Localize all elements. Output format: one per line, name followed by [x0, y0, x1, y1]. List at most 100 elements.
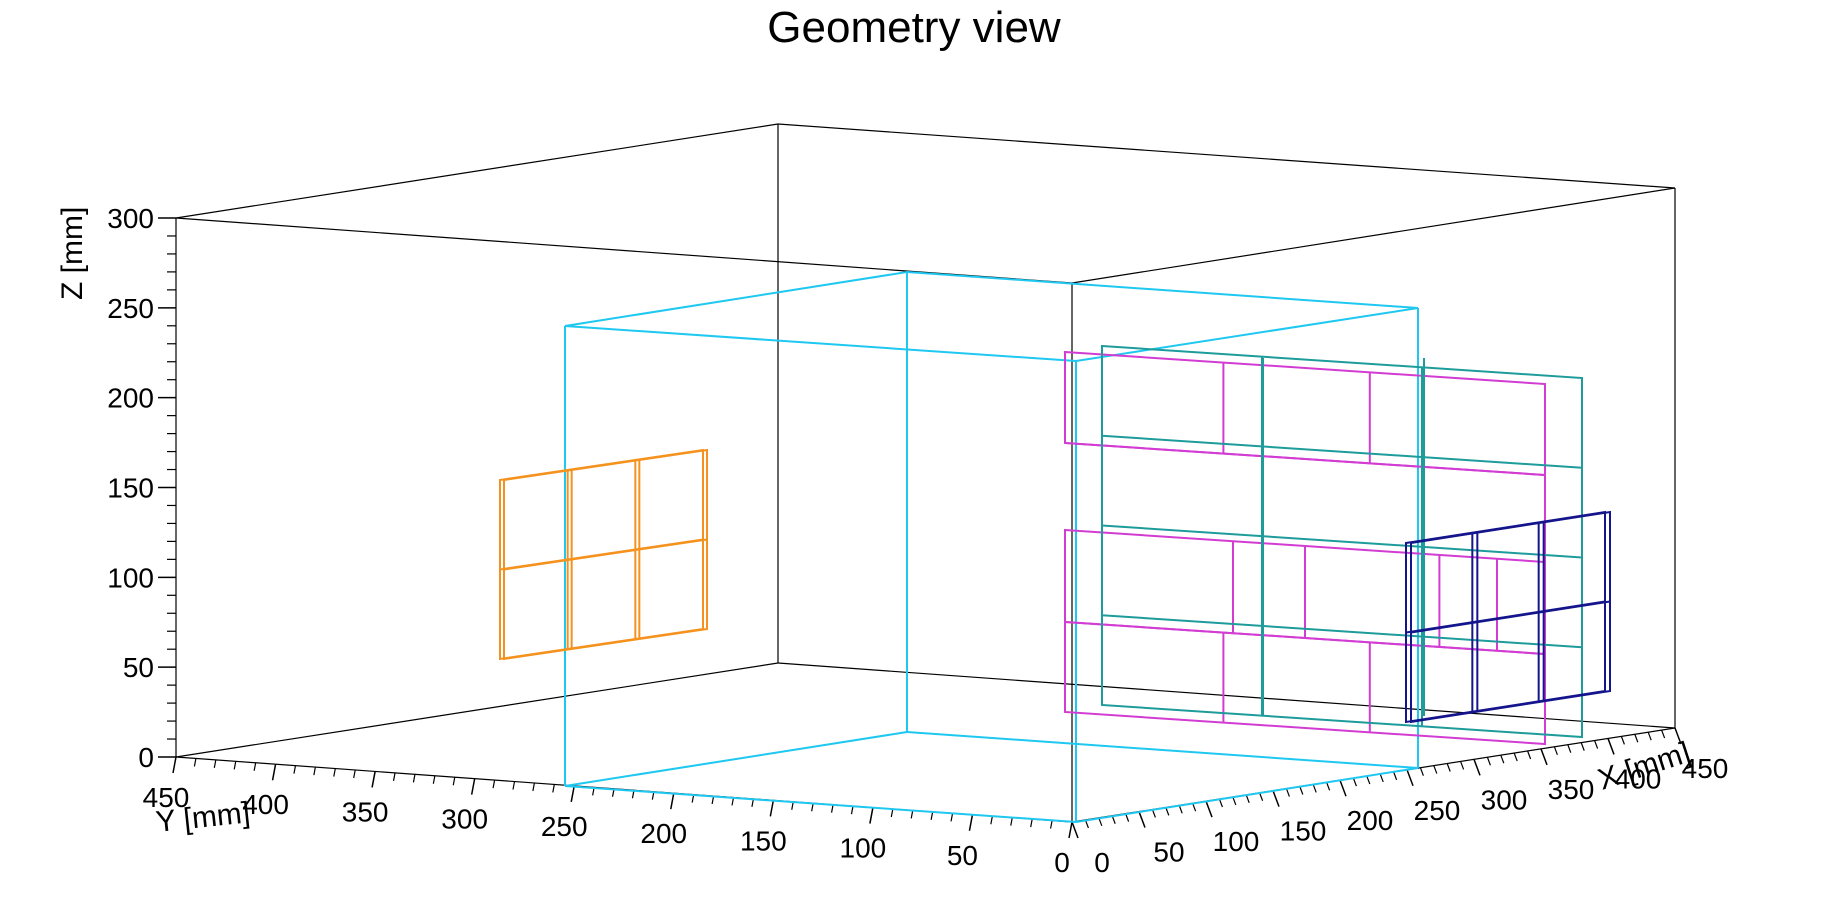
y-tick-label: 400: [242, 789, 289, 820]
x-minor-tick: [1259, 792, 1264, 801]
x-minor-tick: [1379, 773, 1384, 783]
y-tick-label: 300: [441, 804, 488, 835]
orange-detector: [499, 448, 708, 661]
y-minor-tick: [850, 806, 854, 815]
y-tick-label: 200: [640, 818, 687, 849]
y-minor-tick: [910, 810, 914, 819]
z-tick-label: 50: [123, 652, 154, 683]
x-major-tick: [1339, 779, 1347, 797]
magenta-detector: [1064, 350, 1546, 746]
y-minor-tick: [392, 772, 396, 781]
x-minor-tick: [1218, 798, 1223, 808]
x-minor-tick: [1299, 786, 1304, 795]
x-tick-label: 450: [1682, 753, 1729, 784]
y-major-tick: [869, 807, 874, 824]
volume-edge-bbr-bbl: [906, 731, 1419, 769]
x-minor-tick: [1661, 729, 1666, 739]
x-minor-tick: [1580, 742, 1585, 751]
y-minor-tick: [313, 767, 316, 776]
x-minor-tick: [1486, 757, 1491, 766]
z-tick-label: 250: [107, 293, 154, 324]
x-tick-label: 0: [1094, 847, 1110, 878]
z-axis-label: Z [mm]: [56, 207, 89, 300]
y-major-tick: [172, 756, 177, 774]
x-minor-tick: [1527, 750, 1532, 760]
x-minor-tick: [1594, 740, 1599, 749]
x-minor-tick: [1285, 788, 1290, 797]
x-major-tick: [1473, 759, 1481, 776]
y-major-tick: [769, 800, 775, 817]
y-minor-tick: [193, 758, 197, 767]
x-minor-tick: [1419, 767, 1424, 776]
y-major-tick: [470, 778, 476, 795]
y-tick-label: 450: [143, 782, 190, 813]
z-tick-label: 100: [107, 562, 154, 593]
x-minor-tick: [1192, 802, 1197, 812]
y-minor-tick: [990, 816, 993, 825]
teal-detector: [1101, 344, 1583, 739]
chart-title: Geometry view: [767, 3, 1061, 52]
x-major-tick: [1674, 727, 1682, 745]
x-major-tick: [1607, 738, 1615, 755]
y-minor-tick: [930, 811, 934, 820]
x-tick-label: 150: [1280, 816, 1327, 847]
y-major-tick: [271, 764, 277, 781]
x-major-tick: [1406, 769, 1414, 787]
y-minor-tick: [492, 780, 496, 789]
y-minor-tick: [950, 813, 954, 822]
orange-panel-row-line: [503, 538, 708, 571]
y-minor-tick: [830, 804, 834, 813]
y-minor-tick: [233, 761, 237, 770]
y-minor-tick: [1049, 820, 1053, 829]
y-minor-tick: [512, 781, 516, 790]
y-minor-tick: [353, 769, 356, 779]
frame-edge-bbr-bbl: [777, 662, 1676, 729]
volume-edge-bfl-bfr: [564, 785, 1077, 823]
teal-panel-row-line: [1101, 614, 1583, 649]
x-tick-label: 300: [1481, 784, 1528, 815]
y-minor-tick: [432, 775, 436, 784]
y-minor-tick: [253, 762, 257, 771]
tick-labels: 0 50 100 150 200 250 300 0 50 100 150 200 250 300 350 4…: [107, 203, 1728, 878]
y-tick-label: 350: [342, 796, 389, 827]
x-minor-tick: [1647, 731, 1652, 741]
y-minor-tick: [532, 782, 535, 792]
z-tick-label: 200: [107, 383, 154, 414]
frame-edge-tbl-tfl: [175, 123, 779, 219]
bounding-frame: [175, 123, 1676, 823]
y-major-tick: [968, 814, 974, 831]
x-minor-tick: [1232, 796, 1237, 806]
volume-edge-tfr-tbr: [1075, 307, 1419, 362]
volume-edge-tbl-tfl: [564, 271, 908, 327]
y-tick-label: 100: [840, 833, 887, 864]
frame-edge-tbr-tbl: [777, 123, 1676, 189]
frame-edge-tfr-tbr: [1071, 187, 1676, 284]
z-tick-label: 0: [138, 742, 154, 773]
x-minor-tick: [1567, 744, 1572, 753]
x-major-tick: [1138, 811, 1146, 828]
teal-panel-row-line: [1101, 524, 1583, 559]
x-minor-tick: [1634, 734, 1639, 743]
x-major-tick: [1205, 800, 1213, 818]
y-minor-tick: [1030, 819, 1033, 828]
x-minor-tick: [1500, 754, 1505, 764]
z-tick-label: 150: [107, 473, 154, 504]
y-minor-tick: [293, 765, 297, 774]
x-major-tick: [1540, 748, 1548, 766]
magenta-middle-strip-side: [1064, 442, 1546, 565]
navy-panel-row-line: [1410, 600, 1611, 634]
x-minor-tick: [1393, 771, 1398, 781]
x-tick-label: 350: [1548, 774, 1595, 805]
x-minor-tick: [1312, 784, 1317, 793]
x-minor-tick: [1553, 746, 1558, 756]
y-minor-tick: [1010, 817, 1013, 826]
z-tick-label: 300: [107, 203, 154, 234]
x-minor-tick: [1326, 782, 1331, 791]
y-minor-tick: [333, 768, 336, 777]
x-tick-label: 400: [1615, 763, 1662, 794]
cyan-volume: [564, 271, 1419, 823]
x-minor-tick: [1460, 761, 1465, 770]
volume-edge-bfr-bbr: [1075, 767, 1419, 823]
magenta-strip-2: [1064, 620, 1546, 746]
